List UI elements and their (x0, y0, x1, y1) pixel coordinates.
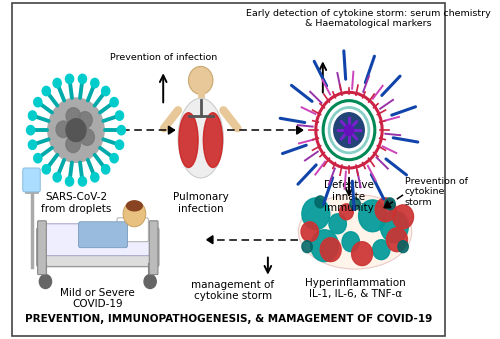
Circle shape (28, 140, 36, 149)
Circle shape (386, 228, 407, 252)
Circle shape (358, 200, 386, 232)
Circle shape (40, 275, 52, 288)
Circle shape (78, 74, 86, 83)
Circle shape (66, 136, 80, 153)
Circle shape (301, 222, 318, 242)
Circle shape (380, 211, 408, 243)
Circle shape (398, 241, 408, 253)
Circle shape (188, 66, 213, 94)
Circle shape (34, 154, 42, 163)
FancyBboxPatch shape (117, 218, 148, 242)
Circle shape (110, 98, 118, 107)
Circle shape (310, 230, 338, 262)
Circle shape (78, 112, 92, 128)
Text: Mild or Severe
COVID-19: Mild or Severe COVID-19 (60, 287, 135, 309)
FancyBboxPatch shape (36, 228, 159, 266)
Circle shape (34, 98, 42, 107)
Circle shape (26, 125, 34, 135)
Ellipse shape (126, 201, 142, 211)
Text: SARS-CoV-2
from droplets: SARS-CoV-2 from droplets (41, 192, 111, 214)
Circle shape (302, 241, 312, 253)
Circle shape (116, 111, 124, 120)
Circle shape (53, 173, 61, 182)
Circle shape (315, 196, 326, 208)
Circle shape (78, 177, 86, 186)
Text: PREVENTION, IMMUNOPATHOGENESIS, & MAMAGEMENT OF COVID-19: PREVENTION, IMMUNOPATHOGENESIS, & MAMAGE… (25, 314, 432, 324)
Polygon shape (384, 201, 391, 208)
FancyBboxPatch shape (23, 168, 40, 192)
Circle shape (340, 204, 353, 220)
Circle shape (56, 121, 70, 138)
Text: management of
cytokine storm: management of cytokine storm (192, 280, 274, 301)
FancyBboxPatch shape (78, 222, 128, 248)
Circle shape (48, 98, 104, 162)
FancyBboxPatch shape (150, 221, 158, 275)
Circle shape (102, 86, 110, 96)
FancyBboxPatch shape (38, 221, 46, 275)
Text: Pulmonary
infection: Pulmonary infection (173, 192, 229, 214)
Circle shape (342, 232, 359, 252)
Circle shape (352, 242, 372, 265)
Circle shape (102, 165, 110, 174)
Circle shape (302, 198, 330, 230)
Polygon shape (168, 126, 174, 134)
Text: Prevention of
cytokine
storm: Prevention of cytokine storm (405, 177, 468, 207)
Circle shape (110, 154, 118, 163)
Text: Hyperinflammation
IL-1, IL-6, & TNF-α: Hyperinflammation IL-1, IL-6, & TNF-α (304, 278, 406, 299)
Polygon shape (207, 236, 213, 244)
Circle shape (329, 214, 346, 234)
Circle shape (28, 111, 36, 120)
Circle shape (42, 86, 50, 96)
Text: Early detection of cytokine storm: serum chemistry
& Haematological markers: Early detection of cytokine storm: serum… (246, 9, 490, 28)
Circle shape (66, 119, 86, 142)
Ellipse shape (179, 113, 198, 167)
Circle shape (392, 205, 413, 229)
Circle shape (66, 74, 74, 83)
Circle shape (66, 108, 80, 124)
Circle shape (375, 198, 396, 222)
Circle shape (42, 165, 50, 174)
Polygon shape (296, 126, 303, 134)
Circle shape (118, 125, 126, 135)
Ellipse shape (298, 194, 412, 269)
Circle shape (123, 201, 146, 227)
FancyBboxPatch shape (12, 3, 445, 336)
FancyBboxPatch shape (44, 224, 150, 256)
Circle shape (90, 78, 99, 88)
Circle shape (66, 177, 74, 186)
Ellipse shape (178, 98, 224, 178)
Circle shape (344, 125, 354, 136)
Circle shape (90, 173, 99, 182)
Text: Defective
innate
immunity: Defective innate immunity (324, 180, 374, 213)
Circle shape (144, 275, 156, 288)
Circle shape (372, 240, 390, 260)
Text: Prevention of infection: Prevention of infection (110, 54, 217, 62)
Circle shape (350, 198, 360, 210)
Circle shape (334, 113, 364, 147)
Circle shape (53, 78, 61, 88)
Circle shape (116, 140, 124, 149)
Circle shape (385, 198, 395, 210)
Ellipse shape (204, 113, 223, 167)
Circle shape (80, 129, 94, 145)
Circle shape (320, 238, 341, 262)
